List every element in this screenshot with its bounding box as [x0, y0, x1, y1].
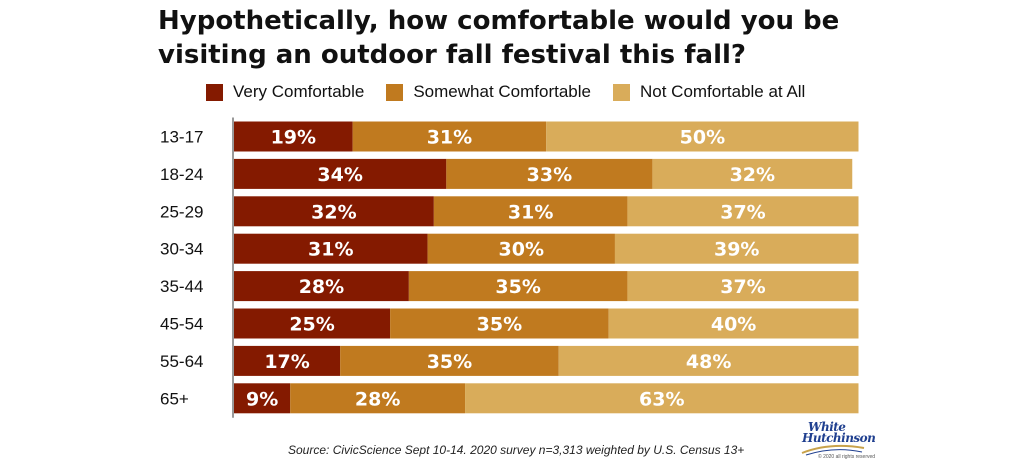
category-label: 30-34 [160, 240, 203, 259]
bar-segment-not-comfortable [614, 233, 859, 264]
bar-segment-not-comfortable [608, 308, 859, 339]
bar-segment-somewhat-comfortable [408, 271, 628, 302]
data-label-not-comfortable: 48% [686, 351, 731, 373]
bar-segment-not-comfortable [627, 196, 859, 227]
data-label-not-comfortable: 37% [720, 276, 765, 298]
bar-segment-somewhat-comfortable [390, 308, 609, 339]
category-label: 55-64 [160, 352, 203, 371]
data-label-very-comfortable: 32% [311, 201, 356, 223]
bar-segment-somewhat-comfortable [340, 345, 559, 376]
source-note: Source: CivicScience Sept 10-14. 2020 su… [288, 443, 745, 457]
bar-segment-somewhat-comfortable [446, 158, 653, 189]
category-label: 45-54 [160, 315, 203, 334]
data-label-very-comfortable: 34% [317, 164, 362, 186]
bar-segment-not-comfortable [465, 383, 859, 414]
bar-segment-somewhat-comfortable [352, 121, 547, 152]
logo-text-hutchinson: Hutchinson [802, 431, 876, 445]
bar-segment-very-comfortable [234, 158, 447, 189]
data-label-not-comfortable: 37% [720, 201, 765, 223]
legend-item-not-comfortable: Not Comfortable at All [612, 82, 806, 102]
bar-segment-very-comfortable [234, 383, 291, 414]
bar-segment-not-comfortable [652, 158, 853, 189]
data-label-somewhat-comfortable: 28% [355, 388, 400, 410]
data-label-somewhat-comfortable: 31% [427, 127, 472, 149]
white-hutchinson-logo: White Hutchinson © 2020 all rights reser… [800, 418, 876, 462]
logo-copyright: © 2020 all rights reserved [818, 454, 876, 460]
legend-label-very-comfortable: Very Comfortable [233, 82, 365, 101]
data-label-somewhat-comfortable: 31% [508, 201, 553, 223]
bar-segment-very-comfortable [234, 308, 391, 339]
data-label-somewhat-comfortable: 35% [477, 314, 522, 336]
legend-label-somewhat-comfortable: Somewhat Comfortable [413, 82, 591, 101]
data-label-very-comfortable: 17% [264, 351, 309, 373]
bar-segment-very-comfortable [234, 233, 428, 264]
legend-item-somewhat-comfortable: Somewhat Comfortable [386, 82, 591, 102]
bar-segment-very-comfortable [234, 196, 434, 227]
data-label-somewhat-comfortable: 35% [427, 351, 472, 373]
bar-segment-very-comfortable [234, 345, 341, 376]
data-label-not-comfortable: 40% [711, 314, 756, 336]
bar-segment-very-comfortable [234, 121, 353, 152]
category-label: 13-17 [160, 128, 203, 147]
legend-swatch-not-comfortable [612, 83, 630, 101]
data-label-not-comfortable: 63% [639, 388, 684, 410]
data-label-somewhat-comfortable: 30% [499, 239, 544, 261]
data-label-very-comfortable: 25% [289, 314, 334, 336]
bar-segment-not-comfortable [546, 121, 859, 152]
logo-swoosh-icon [801, 444, 865, 456]
bar-segment-somewhat-comfortable [427, 233, 615, 264]
legend-label-not-comfortable: Not Comfortable at All [639, 82, 806, 101]
legend-swatch-somewhat-comfortable [386, 83, 404, 101]
logo-text-white: White [808, 420, 846, 434]
bar-segment-not-comfortable [627, 271, 859, 302]
legend: Very Comfortable Somewhat Comfortable No… [206, 80, 805, 104]
category-label: 18-24 [160, 165, 203, 184]
bar-segment-not-comfortable [558, 345, 859, 376]
category-label: 65+ [160, 389, 189, 408]
bar-segment-very-comfortable [234, 271, 409, 302]
data-label-very-comfortable: 9% [246, 388, 278, 410]
bar-segment-somewhat-comfortable [433, 196, 628, 227]
data-label-very-comfortable: 31% [308, 239, 353, 261]
legend-swatch-very-comfortable [206, 83, 223, 101]
chart-title: Hypothetically, how comfortable would yo… [158, 6, 840, 70]
data-label-very-comfortable: 28% [299, 276, 344, 298]
category-label: 25-29 [160, 202, 203, 221]
legend-item-very-comfortable: Very Comfortable [206, 82, 364, 102]
category-label: 35-44 [160, 277, 203, 296]
data-label-not-comfortable: 32% [730, 164, 775, 186]
data-label-not-comfortable: 39% [714, 239, 759, 261]
bar-segment-somewhat-comfortable [290, 383, 466, 414]
data-label-somewhat-comfortable: 35% [495, 276, 540, 298]
data-label-somewhat-comfortable: 33% [527, 164, 572, 186]
data-label-very-comfortable: 19% [271, 127, 316, 149]
data-label-not-comfortable: 50% [680, 127, 725, 149]
